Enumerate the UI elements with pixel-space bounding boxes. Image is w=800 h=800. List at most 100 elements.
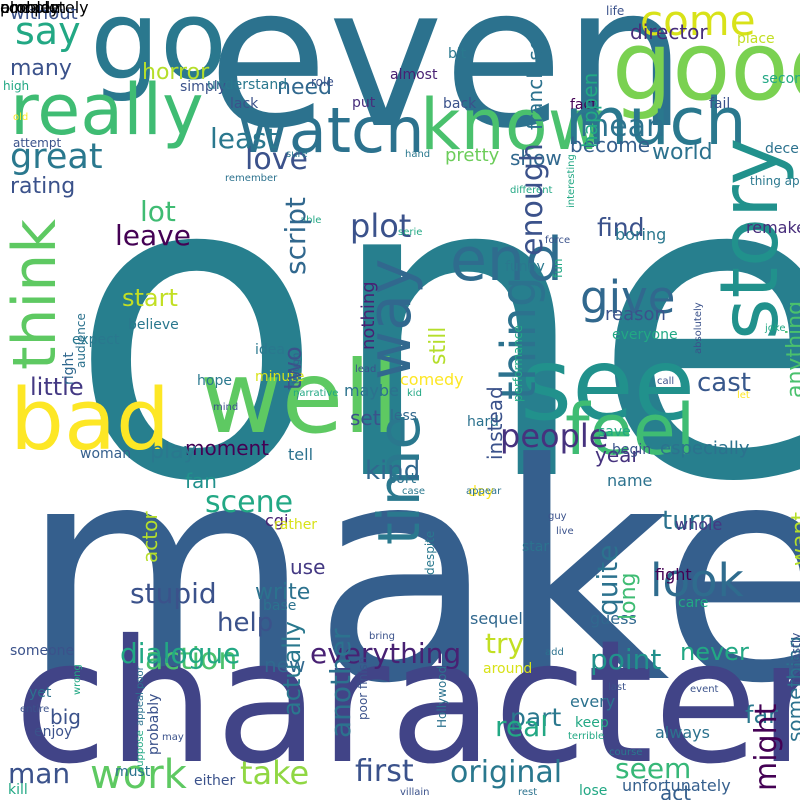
word-still: still — [426, 326, 451, 365]
word-great: great — [10, 137, 103, 177]
word-tell: tell — [288, 445, 314, 464]
word-maybe: maybe — [344, 381, 399, 400]
word-absolutely: absolutely — [693, 302, 704, 354]
word-terrible: terrible — [568, 731, 605, 742]
word-sequel: sequel — [470, 609, 523, 628]
word-star: star — [522, 539, 550, 555]
word-another: another — [324, 628, 357, 739]
word-guess: guess — [590, 609, 637, 628]
word-come: come — [640, 0, 756, 45]
word-back: back — [443, 96, 477, 112]
word-never: never — [680, 638, 749, 666]
word-name: name — [607, 471, 653, 490]
word-hand: hand — [405, 149, 431, 160]
word-watch: watch — [238, 94, 425, 167]
word-happen: happen — [578, 72, 602, 148]
word-rest: rest — [518, 787, 538, 798]
word-script: script — [279, 196, 312, 275]
word-unfortunately: unfortunately — [622, 776, 731, 795]
word-honestly: honestly — [789, 632, 800, 684]
word-day: day — [468, 484, 494, 500]
word-well: well — [200, 339, 399, 456]
word-problem: problem — [0, 0, 67, 17]
word-franchise: franchise — [523, 37, 547, 130]
word-bring: bring — [369, 631, 395, 642]
word-enough: enough — [515, 143, 550, 256]
word-different: different — [510, 185, 553, 196]
word-expect: expect — [72, 332, 120, 348]
word-probably: probably — [146, 693, 162, 755]
word-hard: hard — [467, 414, 499, 430]
word-around: around — [483, 661, 533, 677]
word-fun: fun — [551, 258, 565, 278]
word-think: think — [0, 219, 70, 370]
word-someone: someone — [10, 643, 75, 659]
word-narrative: narrative — [293, 388, 339, 399]
word-suppose: suppose — [135, 730, 146, 772]
word-seem: seem — [615, 752, 692, 785]
word-make: make — [20, 400, 800, 749]
word-lack: lack — [230, 96, 259, 112]
word-entire: entire — [20, 704, 50, 715]
word-appear: appear — [466, 486, 502, 497]
word-actor: actor — [138, 511, 162, 563]
word-use: use — [290, 555, 326, 579]
word-lot: lot — [140, 195, 176, 228]
word-look: look — [650, 554, 744, 607]
word-bad: bad — [10, 371, 170, 470]
word-life: life — [606, 4, 625, 18]
word-fact: fact — [570, 97, 597, 113]
word-case: case — [402, 486, 425, 497]
word-help: help — [217, 608, 274, 638]
word-enjoy: enjoy — [34, 724, 73, 740]
word-add: add — [545, 647, 564, 658]
word-place: place — [737, 31, 775, 47]
word-everyone: everyone — [612, 327, 678, 343]
word-much: much — [565, 85, 747, 160]
word-able: able — [300, 215, 322, 226]
word-almost: almost — [390, 67, 438, 83]
word-hollywood: Hollywood — [435, 665, 449, 728]
word-stupid: stupid — [130, 577, 217, 610]
word-interesting: interesting — [566, 154, 577, 208]
word-rather: rather — [274, 517, 318, 533]
word-put: put — [352, 95, 376, 111]
word-part: part — [510, 703, 562, 732]
word-mind: mind — [213, 402, 239, 413]
word-start: start — [122, 284, 178, 312]
word-comedy: comedy — [400, 370, 464, 389]
word-less: less — [390, 408, 418, 424]
word-one: one — [68, 85, 800, 574]
word-go: go — [90, 0, 228, 104]
word-play: play — [150, 439, 197, 464]
word-course: course — [609, 747, 643, 758]
word-real: real — [495, 710, 549, 743]
word-even: even — [208, 0, 687, 171]
word-hope: hope — [197, 373, 232, 389]
word-people: people — [500, 417, 609, 455]
word-long: long — [616, 572, 641, 620]
word-poor-finish: poor finish — [356, 656, 370, 720]
word-remake: remake — [746, 218, 800, 237]
word-lead: lead — [355, 364, 377, 375]
word-write: write — [255, 580, 311, 605]
word-simply: simply — [180, 79, 226, 95]
word-rating: rating — [10, 174, 76, 199]
word-moment: moment — [185, 436, 270, 460]
word-yet: yet — [29, 685, 52, 701]
word-despite: despite — [423, 530, 437, 575]
word-let: let — [737, 390, 750, 401]
word-serie: serie — [398, 227, 423, 238]
word-take: take — [240, 754, 310, 792]
word-scene: scene — [205, 485, 294, 520]
word-story: story — [703, 137, 796, 340]
word-attempt: attempt — [13, 136, 62, 150]
word-especially: especially — [660, 438, 750, 459]
word-little: little — [30, 373, 84, 401]
word-either: either — [194, 773, 236, 789]
word-live: live — [556, 526, 574, 537]
word-wrong: wrong — [72, 664, 83, 695]
word-idea: idea — [255, 342, 285, 358]
word-reason: reason — [605, 304, 666, 325]
